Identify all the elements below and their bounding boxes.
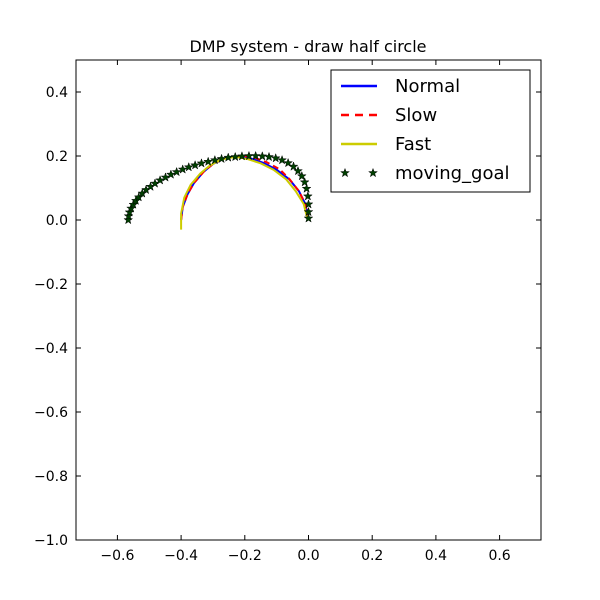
y-tick-label: −0.2 — [34, 277, 68, 293]
legend-label-fast: Fast — [395, 134, 431, 155]
point-moving-goal — [123, 214, 134, 225]
point-moving-goal — [303, 213, 314, 223]
legend-marker-moving-goal — [367, 167, 379, 178]
point-moving-goal — [165, 169, 176, 179]
y-tick-label: 0.0 — [46, 213, 68, 229]
x-tick-label: −0.6 — [100, 548, 134, 564]
point-moving-goal — [303, 199, 314, 209]
axis-ticks: −0.6 −0.4 −0.2 0.0 0.2 0.4 0.6 −1.0 −0.8 −0.6 −0.4… — [34, 60, 541, 564]
legend-box — [330, 69, 531, 193]
y-tick-label: −0.6 — [34, 405, 68, 421]
point-moving-goal — [216, 153, 227, 164]
legend-label-moving-goal: moving_goal — [395, 163, 510, 184]
y-tick-label: −1.0 — [34, 533, 68, 549]
chart-title: DMP system - draw half circle — [189, 37, 426, 56]
point-moving-goal — [301, 183, 312, 193]
legend-label-slow: Slow — [395, 105, 437, 126]
y-tick-label: −0.4 — [34, 341, 68, 357]
point-moving-goal — [292, 165, 303, 176]
point-moving-goal — [270, 152, 281, 163]
point-moving-goal — [299, 176, 310, 187]
point-moving-goal — [277, 154, 288, 165]
point-moving-goal — [209, 154, 220, 165]
point-moving-goal — [196, 158, 207, 168]
point-moving-goal — [296, 170, 307, 181]
point-moving-goal — [177, 164, 188, 174]
series-line-fast — [180, 156, 308, 230]
x-tick-label: 0.4 — [425, 548, 447, 564]
x-tick-label: −0.4 — [164, 548, 198, 564]
point-moving-goal — [133, 192, 144, 202]
x-tick-label: 0.0 — [297, 548, 319, 564]
point-moving-goal — [250, 150, 261, 161]
plot-marks — [123, 150, 314, 230]
point-moving-goal — [230, 151, 241, 162]
point-moving-goal — [183, 161, 194, 172]
point-moving-goal — [264, 151, 275, 162]
x-tick-label: −0.2 — [228, 548, 262, 564]
point-moving-goal — [223, 152, 234, 162]
y-tick-label: 0.4 — [46, 85, 68, 101]
series-moving-goal — [123, 150, 314, 225]
point-moving-goal — [190, 160, 201, 170]
point-moving-goal — [283, 157, 294, 168]
x-tick-label: 0.2 — [361, 548, 383, 564]
point-moving-goal — [302, 191, 313, 201]
legend: Normal Slow Fast moving_goal — [330, 69, 531, 193]
legend-marker-moving-goal — [339, 167, 351, 178]
y-tick-label: −0.8 — [34, 469, 68, 485]
x-tick-label: 0.6 — [488, 548, 510, 564]
point-moving-goal — [257, 151, 268, 161]
point-moving-goal — [288, 161, 299, 171]
point-moving-goal — [171, 166, 182, 177]
y-tick-label: 0.2 — [46, 149, 68, 165]
legend-label-normal: Normal — [395, 76, 460, 97]
point-moving-goal — [203, 156, 214, 167]
